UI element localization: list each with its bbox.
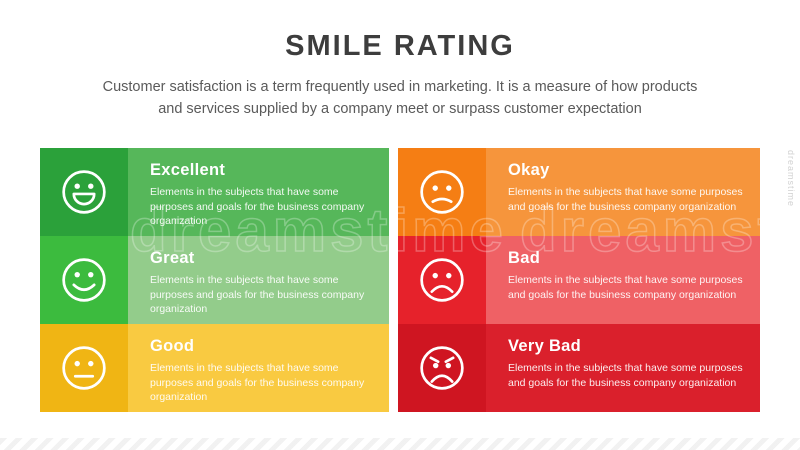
bad-card-body: Bad Elements in the subjects that have s… [486,236,760,324]
great-smile-face-icon [62,258,106,302]
page-subtitle: Customer satisfaction is a term frequent… [0,77,800,121]
very-bad-card-body: Very Bad Elements in the subjects that h… [486,324,760,412]
okay-card-body: Okay Elements in the subjects that have … [486,148,760,236]
rating-card-bad: Bad Elements in the subjects that have s… [398,236,760,324]
rating-description: Elements in the subjects that have some … [508,362,743,389]
okay-slight-frown-face-icon [420,170,464,214]
great-icon-box [40,236,128,324]
rating-label: Very Bad [508,337,582,355]
subtitle-line-1: Customer satisfaction is a term frequent… [102,79,698,95]
rating-label: Great [150,249,195,267]
bad-icon-box [398,236,486,324]
very-bad-angry-face-icon [420,346,464,390]
rating-description: Elements in the subjects that have some … [150,274,365,316]
okay-icon-box [398,148,486,236]
rating-card-good: Good Elements in the subjects that have … [40,324,389,412]
watermark-side-text: dreamstime [786,150,796,208]
excellent-icon-box [40,148,128,236]
rating-card-great: Great Elements in the subjects that have… [40,236,389,324]
rating-card-excellent: Excellent Elements in the subjects that … [40,148,389,236]
page-title: SMILE RATING [285,30,515,62]
rating-card-okay: Okay Elements in the subjects that have … [398,148,760,236]
watermark-bottom-strip [0,438,800,450]
rating-label: Excellent [150,161,226,179]
rating-card-very-bad: Very Bad Elements in the subjects that h… [398,324,760,412]
rating-grid: Excellent Elements in the subjects that … [40,148,760,412]
bad-frown-face-icon [420,258,464,302]
excellent-card-body: Excellent Elements in the subjects that … [128,148,389,236]
header: SMILE RATING Customer satisfaction is a … [0,30,800,121]
great-card-body: Great Elements in the subjects that have… [128,236,389,324]
subtitle-line-2: and services supplied by a company meet … [158,100,642,117]
excellent-open-smile-face-icon [62,170,106,214]
rating-label: Good [150,337,195,355]
rating-description: Elements in the subjects that have some … [150,186,365,228]
rating-label: Okay [508,161,550,179]
rating-description: Elements in the subjects that have some … [150,362,365,404]
good-card-body: Good Elements in the subjects that have … [128,324,389,412]
rating-description: Elements in the subjects that have some … [508,274,743,301]
rating-label: Bad [508,249,541,267]
good-neutral-face-icon [62,346,106,390]
rating-description: Elements in the subjects that have some … [508,186,743,213]
good-icon-box [40,324,128,412]
very-bad-icon-box [398,324,486,412]
